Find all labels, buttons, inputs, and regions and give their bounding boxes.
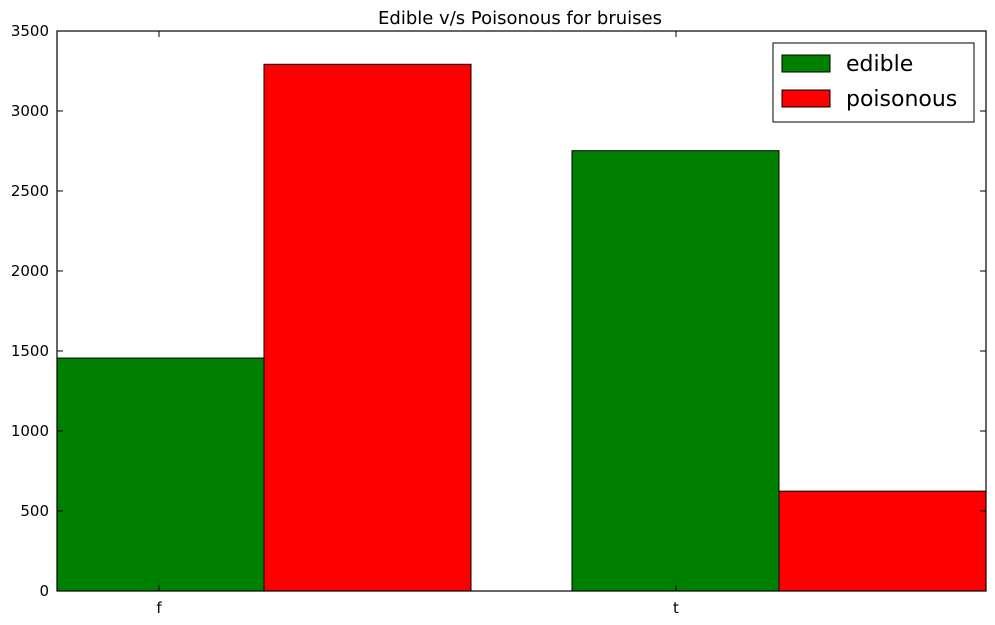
- plot-frame: [56, 30, 987, 592]
- y-tick-label-1000: 1000: [11, 422, 49, 440]
- bars-group: [56, 63, 987, 592]
- y-tick-label-500: 500: [20, 502, 49, 520]
- bar-poisonous-t: [778, 490, 987, 592]
- legend-swatch-edible: [781, 54, 831, 73]
- y-tick-label-0: 0: [39, 582, 49, 600]
- x-tick-label-t: t: [673, 599, 679, 617]
- y-tick-label-1500: 1500: [11, 342, 49, 360]
- bar-edible-t: [571, 150, 780, 592]
- bar-poisonous-f: [263, 63, 472, 592]
- legend-swatch-poisonous: [781, 89, 831, 108]
- chart-title: Edible v/s Poisonous for bruises: [378, 8, 662, 29]
- bar-edible-f: [56, 357, 265, 592]
- legend-box: [772, 42, 975, 123]
- legend: edible poisonous: [772, 42, 975, 123]
- legend-label-edible: edible: [846, 52, 913, 77]
- y-tick-label-3000: 3000: [11, 102, 49, 120]
- legend-label-poisonous: poisonous: [846, 87, 957, 112]
- axes-group: f t 0 500 1000 1500 2000 2500 3000 3500: [11, 22, 986, 617]
- y-tick-label-3500: 3500: [11, 22, 49, 40]
- x-tick-label-f: f: [156, 599, 162, 617]
- y-tick-label-2000: 2000: [11, 262, 49, 280]
- y-tick-label-2500: 2500: [11, 182, 49, 200]
